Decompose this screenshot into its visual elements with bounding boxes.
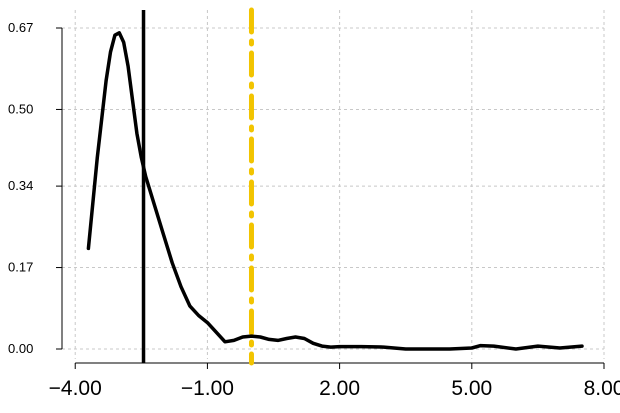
y-tick-label: 0.34 xyxy=(8,178,33,193)
reference-lines xyxy=(141,7,254,366)
y-tick-label: 0.50 xyxy=(8,101,33,116)
grid xyxy=(62,10,605,359)
x-tick-label: 2.00 xyxy=(319,377,360,400)
x-tick-label: 8.00 xyxy=(584,377,620,400)
axes xyxy=(56,27,605,369)
x-tick-label: −1.00 xyxy=(181,377,234,400)
y-tick-label: 0.17 xyxy=(8,260,33,275)
y-tick-label: 0.00 xyxy=(8,341,33,356)
x-tick-label: −4.00 xyxy=(49,377,102,400)
y-tick-label: 0.67 xyxy=(8,20,33,35)
series xyxy=(86,31,584,351)
density-curve xyxy=(86,31,584,351)
x-tick-label: 5.00 xyxy=(451,377,492,400)
tick-labels: 0.00 0.17 0.34 0.50 0.67 −4.00 −1.00 2.00 5.00 8.… xyxy=(8,20,620,400)
